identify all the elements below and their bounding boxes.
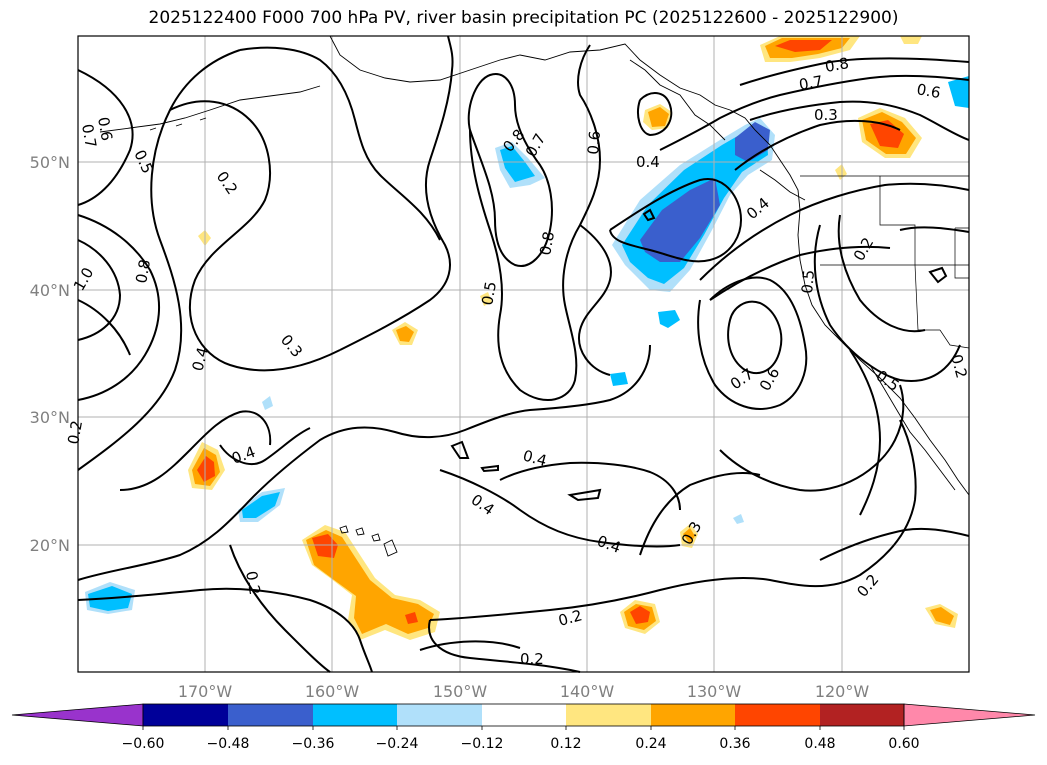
colorbar-segment <box>482 704 566 726</box>
coastlines <box>99 35 970 496</box>
colorbar-tick-label: 0.36 <box>719 736 750 752</box>
colorbar-extend-high <box>903 703 1036 727</box>
contour-label: 0.6 <box>94 116 116 143</box>
political-borders <box>800 175 970 349</box>
baja-coast <box>869 364 956 491</box>
colorbar-segment <box>735 704 820 726</box>
colorbar-segment <box>313 704 397 726</box>
contour-label: 0.2 <box>242 570 264 597</box>
colorbar-segment <box>228 704 313 726</box>
contour-label: 0.2 <box>520 650 544 668</box>
colorbar-tick-label: 0.48 <box>804 736 835 752</box>
colorbar-segment <box>566 704 651 726</box>
contour-label: 0.8 <box>824 54 851 76</box>
contour-label: 0.4 <box>521 446 549 470</box>
colorbar-segment <box>397 704 482 726</box>
contour-label: 0.7 <box>798 72 825 94</box>
map-frame <box>77 35 970 673</box>
lon-tick-label: 160°W <box>305 682 360 701</box>
islands <box>149 117 398 557</box>
colorbar-tick-label: −0.60 <box>122 736 165 752</box>
pv-contours <box>77 35 970 673</box>
contour-label: 0.7 <box>78 123 100 150</box>
lat-tick-label: 30°N <box>30 408 70 427</box>
lat-tick-label: 40°N <box>30 281 70 300</box>
colorbar-tick-label: −0.36 <box>292 736 335 752</box>
lat-tick-label: 50°N <box>30 153 70 172</box>
longitude-ticks: 170°W 160°W 150°W 140°W 130°W 120°W <box>178 682 870 701</box>
lon-tick-label: 120°W <box>815 682 870 701</box>
lon-tick-label: 140°W <box>560 682 615 701</box>
latitude-ticks: 50°N 40°N 30°N 20°N <box>30 153 70 555</box>
contour-label: 0.4 <box>636 153 660 171</box>
lon-tick-label: 130°W <box>687 682 742 701</box>
colorbar-segment <box>143 704 228 726</box>
colorbar-tick-label: 0.12 <box>550 736 581 752</box>
contour-label: 0.2 <box>64 419 86 446</box>
map-panel <box>77 35 970 673</box>
lat-tick-label: 20°N <box>30 536 70 555</box>
contour-label: 0.4 <box>188 345 212 373</box>
colorbar-tick-label: −0.24 <box>376 736 419 752</box>
lon-tick-label: 150°W <box>433 682 488 701</box>
colorbar-tick-label: 0.60 <box>888 736 919 752</box>
west-coast <box>797 209 970 496</box>
small-contours <box>450 208 948 502</box>
colorbar-tick-label: −0.48 <box>207 736 250 752</box>
contour-label: 0.8 <box>536 230 558 257</box>
lon-tick-label: 170°W <box>178 682 233 701</box>
contour-label: 0.5 <box>798 269 818 294</box>
colorbar-segment <box>820 704 904 726</box>
bc-coast <box>729 109 801 211</box>
colorbar-extend-low <box>11 703 144 727</box>
positive-anomaly-areas <box>188 36 958 640</box>
contour-label: 0.6 <box>584 130 604 155</box>
contour-label: 0.2 <box>556 606 584 630</box>
contour-label: 0.2 <box>947 352 971 380</box>
map-title: 2025122400 F000 700 hPa PV, river basin … <box>148 8 899 28</box>
alaska-coast <box>329 35 731 111</box>
colorbar-tick-label: −0.12 <box>461 736 504 752</box>
colorbar-tick-label: 0.24 <box>635 736 666 752</box>
colorbar: −0.60 −0.48 −0.36 −0.24 −0.12 0.12 0.24 … <box>11 703 1036 752</box>
map-gridlines <box>78 36 969 672</box>
contour-label: 0.5 <box>478 280 500 307</box>
contour-label: 0.6 <box>915 80 942 102</box>
contour-label: 0.8 <box>132 258 154 285</box>
colorbar-segment <box>651 704 735 726</box>
contour-label: 0.3 <box>814 106 838 124</box>
